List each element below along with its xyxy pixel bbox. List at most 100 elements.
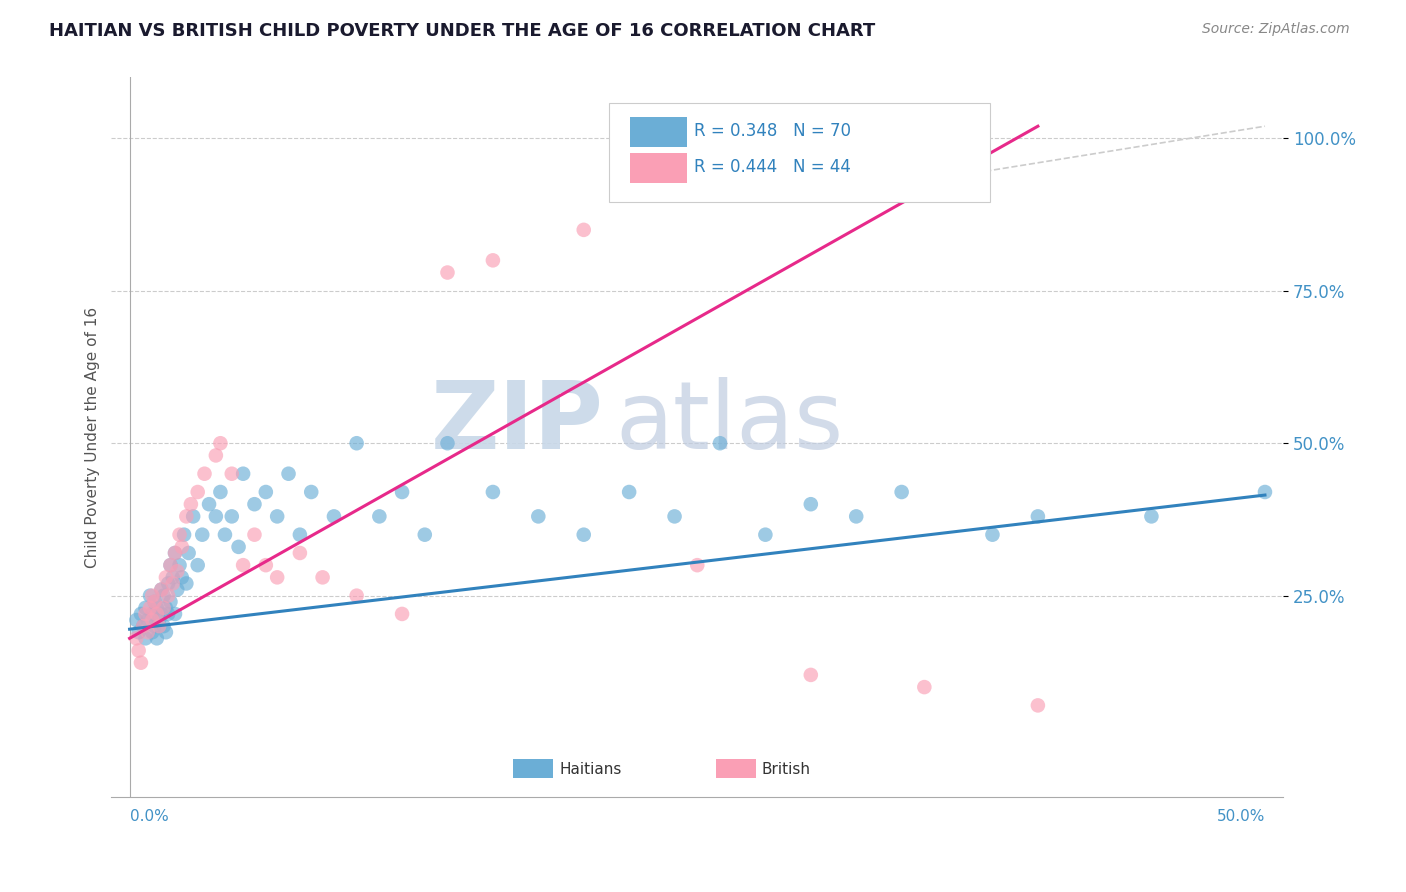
- Point: [125, 613, 148, 627]
- Point: [163, 546, 186, 560]
- Point: [232, 467, 254, 481]
- Point: [159, 558, 181, 573]
- Point: [129, 607, 152, 621]
- Point: [169, 527, 191, 541]
- Point: [129, 656, 152, 670]
- Text: Source: ZipAtlas.com: Source: ZipAtlas.com: [1202, 22, 1350, 37]
- Point: [288, 546, 311, 560]
- Point: [132, 619, 155, 633]
- Point: [155, 600, 177, 615]
- Point: [198, 497, 221, 511]
- Point: [209, 436, 232, 450]
- Point: [193, 467, 215, 481]
- Text: HAITIAN VS BRITISH CHILD POVERTY UNDER THE AGE OF 16 CORRELATION CHART: HAITIAN VS BRITISH CHILD POVERTY UNDER T…: [49, 22, 876, 40]
- Point: [148, 619, 170, 633]
- Point: [243, 497, 266, 511]
- Point: [173, 527, 195, 541]
- Point: [368, 509, 391, 524]
- Text: atlas: atlas: [616, 376, 844, 469]
- Point: [391, 607, 413, 621]
- Point: [157, 607, 180, 621]
- Point: [187, 485, 209, 500]
- Point: [266, 570, 288, 584]
- Point: [686, 558, 709, 573]
- Point: [166, 582, 188, 597]
- Text: ZIP: ZIP: [430, 376, 603, 469]
- Point: [152, 589, 174, 603]
- Point: [191, 527, 214, 541]
- Point: [157, 589, 180, 603]
- Point: [152, 619, 174, 633]
- Point: [152, 600, 174, 615]
- Point: [572, 527, 595, 541]
- Point: [187, 558, 209, 573]
- Text: Haitians: Haitians: [560, 762, 621, 777]
- Point: [436, 266, 458, 280]
- Point: [890, 485, 912, 500]
- Point: [413, 527, 436, 541]
- Point: [221, 467, 243, 481]
- Point: [800, 497, 823, 511]
- Y-axis label: Child Poverty Under the Age of 16: Child Poverty Under the Age of 16: [86, 307, 100, 567]
- Point: [288, 527, 311, 541]
- Point: [177, 546, 200, 560]
- Point: [143, 595, 166, 609]
- Point: [125, 632, 148, 646]
- Text: 50.0%: 50.0%: [1216, 809, 1265, 824]
- Point: [323, 509, 346, 524]
- Point: [800, 668, 823, 682]
- Point: [299, 485, 322, 500]
- Point: [163, 546, 186, 560]
- FancyBboxPatch shape: [513, 759, 553, 778]
- Point: [136, 625, 159, 640]
- Point: [176, 509, 198, 524]
- FancyBboxPatch shape: [609, 103, 990, 202]
- Point: [617, 485, 640, 500]
- Point: [709, 436, 731, 450]
- Point: [134, 600, 156, 615]
- Point: [162, 576, 184, 591]
- Point: [1026, 698, 1049, 713]
- Point: [180, 497, 202, 511]
- Point: [146, 600, 169, 615]
- Point: [482, 485, 505, 500]
- Point: [572, 223, 595, 237]
- Point: [141, 625, 163, 640]
- Point: [436, 436, 458, 450]
- Point: [254, 558, 277, 573]
- Text: British: British: [762, 762, 811, 777]
- Point: [139, 589, 162, 603]
- Point: [527, 509, 550, 524]
- Point: [141, 607, 163, 621]
- Point: [1140, 509, 1163, 524]
- FancyBboxPatch shape: [630, 117, 686, 147]
- Text: 0.0%: 0.0%: [129, 809, 169, 824]
- Point: [141, 589, 163, 603]
- Point: [169, 558, 191, 573]
- Point: [754, 527, 776, 541]
- Point: [205, 509, 228, 524]
- Point: [346, 436, 368, 450]
- Point: [176, 576, 198, 591]
- Point: [311, 570, 333, 584]
- Point: [845, 509, 868, 524]
- Point: [232, 558, 254, 573]
- Point: [141, 613, 163, 627]
- Point: [146, 632, 169, 646]
- Point: [150, 582, 173, 597]
- Point: [181, 509, 204, 524]
- Point: [391, 485, 413, 500]
- Point: [981, 527, 1004, 541]
- Text: R = 0.444   N = 44: R = 0.444 N = 44: [693, 159, 851, 177]
- Point: [148, 613, 170, 627]
- Point: [134, 607, 156, 621]
- Point: [143, 595, 166, 609]
- Point: [139, 600, 162, 615]
- Point: [221, 509, 243, 524]
- Point: [166, 564, 188, 578]
- Point: [128, 643, 150, 657]
- Point: [150, 582, 173, 597]
- Point: [1026, 509, 1049, 524]
- Point: [150, 607, 173, 621]
- Point: [143, 619, 166, 633]
